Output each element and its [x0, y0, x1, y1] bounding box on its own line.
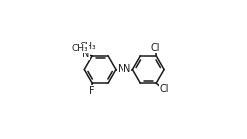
Text: N: N	[124, 64, 131, 75]
Text: CH₃: CH₃	[79, 42, 96, 51]
Text: CH₃: CH₃	[72, 44, 88, 53]
Text: Cl: Cl	[151, 43, 160, 53]
Text: N: N	[82, 49, 89, 59]
Text: F: F	[89, 86, 94, 96]
Text: Cl: Cl	[159, 84, 168, 94]
Text: N: N	[118, 64, 125, 75]
